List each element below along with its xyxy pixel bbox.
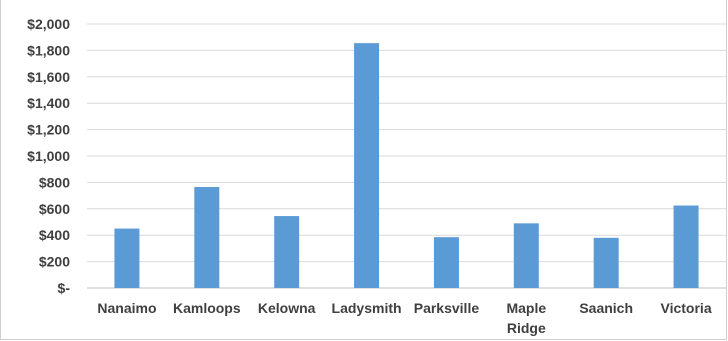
x-tick-label: Parksville <box>414 300 480 316</box>
bar <box>274 216 300 288</box>
y-tick-label: $200 <box>39 254 70 270</box>
bar <box>433 237 459 288</box>
bar <box>194 187 220 288</box>
bar <box>513 223 539 288</box>
x-tick-label: Nanaimo <box>97 300 156 316</box>
x-tick-label: Ladysmith <box>332 300 402 316</box>
y-tick-label: $800 <box>39 174 70 190</box>
x-tick-label: Victoria <box>661 300 712 316</box>
y-tick-label: $- <box>58 280 71 296</box>
bar <box>354 43 380 288</box>
x-tick-label: Kamloops <box>173 300 241 316</box>
y-tick-label: $1,200 <box>27 122 70 138</box>
x-tick-label: Saanich <box>579 300 633 316</box>
y-tick-label: $1,400 <box>27 95 70 111</box>
y-tick-label: $1,600 <box>27 69 70 85</box>
y-tick-label: $1,800 <box>27 42 70 58</box>
x-tick-label: Kelowna <box>258 300 316 316</box>
y-tick-label: $600 <box>39 201 70 217</box>
bar <box>114 228 140 288</box>
y-tick-label: $1,000 <box>27 148 70 164</box>
bar <box>593 237 619 288</box>
bar <box>673 205 699 288</box>
y-tick-label: $400 <box>39 227 70 243</box>
y-tick-label: $2,000 <box>27 16 70 32</box>
x-tick-label: Maple Ridge <box>506 300 546 336</box>
